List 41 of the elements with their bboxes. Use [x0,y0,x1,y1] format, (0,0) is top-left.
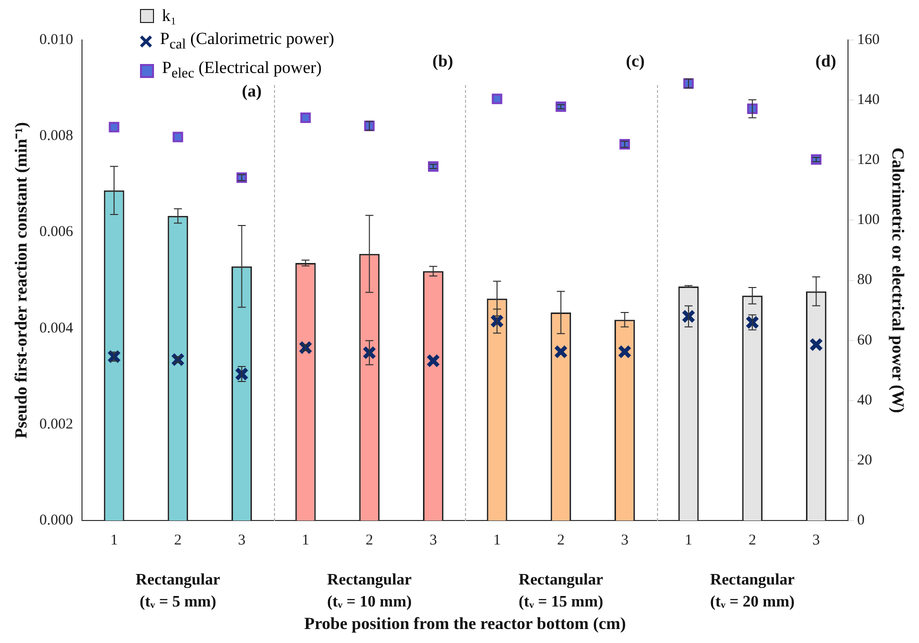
x-tick-label: 2 [557,532,565,549]
y2-tick-label: 120 [857,152,880,168]
x-tick-label: 1 [302,532,310,549]
y2-tick-label: 140 [857,92,880,108]
text: Rectangular (tᵥ = 15 mm) [518,572,604,611]
annotation: (c) [626,51,645,70]
y-tick-label: 0.004 [39,320,74,336]
y-tick-label: 0.010 [39,32,74,48]
text: Rectangular (tᵥ = 20 mm) [710,572,795,611]
x-tick-label: 2 [366,532,374,549]
x-tick-label: 3 [812,532,820,549]
annotation: (d) [815,51,836,70]
y-tick-label: 0.000 [39,512,74,529]
legend-label: k₁ [162,5,176,27]
x-tick-label: 1 [493,532,501,549]
legend-label: P$_{cal}$ (Calorimetric power) [160,28,334,54]
y2-axis-title: Calorimetric or electrical power (W) [888,148,908,414]
y2-tick-label: 100 [857,212,880,228]
y-axis-title: Pseudo first-order reaction constant (min⁻¹) [12,122,31,439]
x-tick-label: 1 [684,532,692,549]
y-tick-label: 0.006 [39,224,74,240]
x-tick-label: 3 [620,532,628,549]
y2-tick-label: 160 [857,32,880,48]
y2-tick-label: 60 [857,332,872,348]
x-tick-label: 2 [174,532,182,549]
text: Rectangular (tᵥ = 10 mm) [327,572,412,611]
text: Rectangular (tᵥ = 5 mm) [136,572,220,611]
annotation: (a) [242,81,262,100]
annotation: (b) [432,51,454,70]
x-tick-label: 1 [110,532,118,549]
y-tick-label: 0.008 [39,128,74,144]
x-axis-title: Probe position from the reactor bottom (cm) [304,614,626,634]
y2-tick-label: 0 [857,512,865,529]
legend-label: P$_{elec}$ (Electrical power) [162,58,322,82]
y2-tick-label: 40 [857,392,872,408]
y2-tick-label: 80 [857,272,872,288]
x-tick-label: 3 [429,532,437,549]
x-tick-label: 3 [238,532,246,549]
y2-tick-label: 20 [857,452,872,468]
y-tick-label: 0.002 [39,416,74,432]
x-tick-label: 2 [748,532,756,549]
